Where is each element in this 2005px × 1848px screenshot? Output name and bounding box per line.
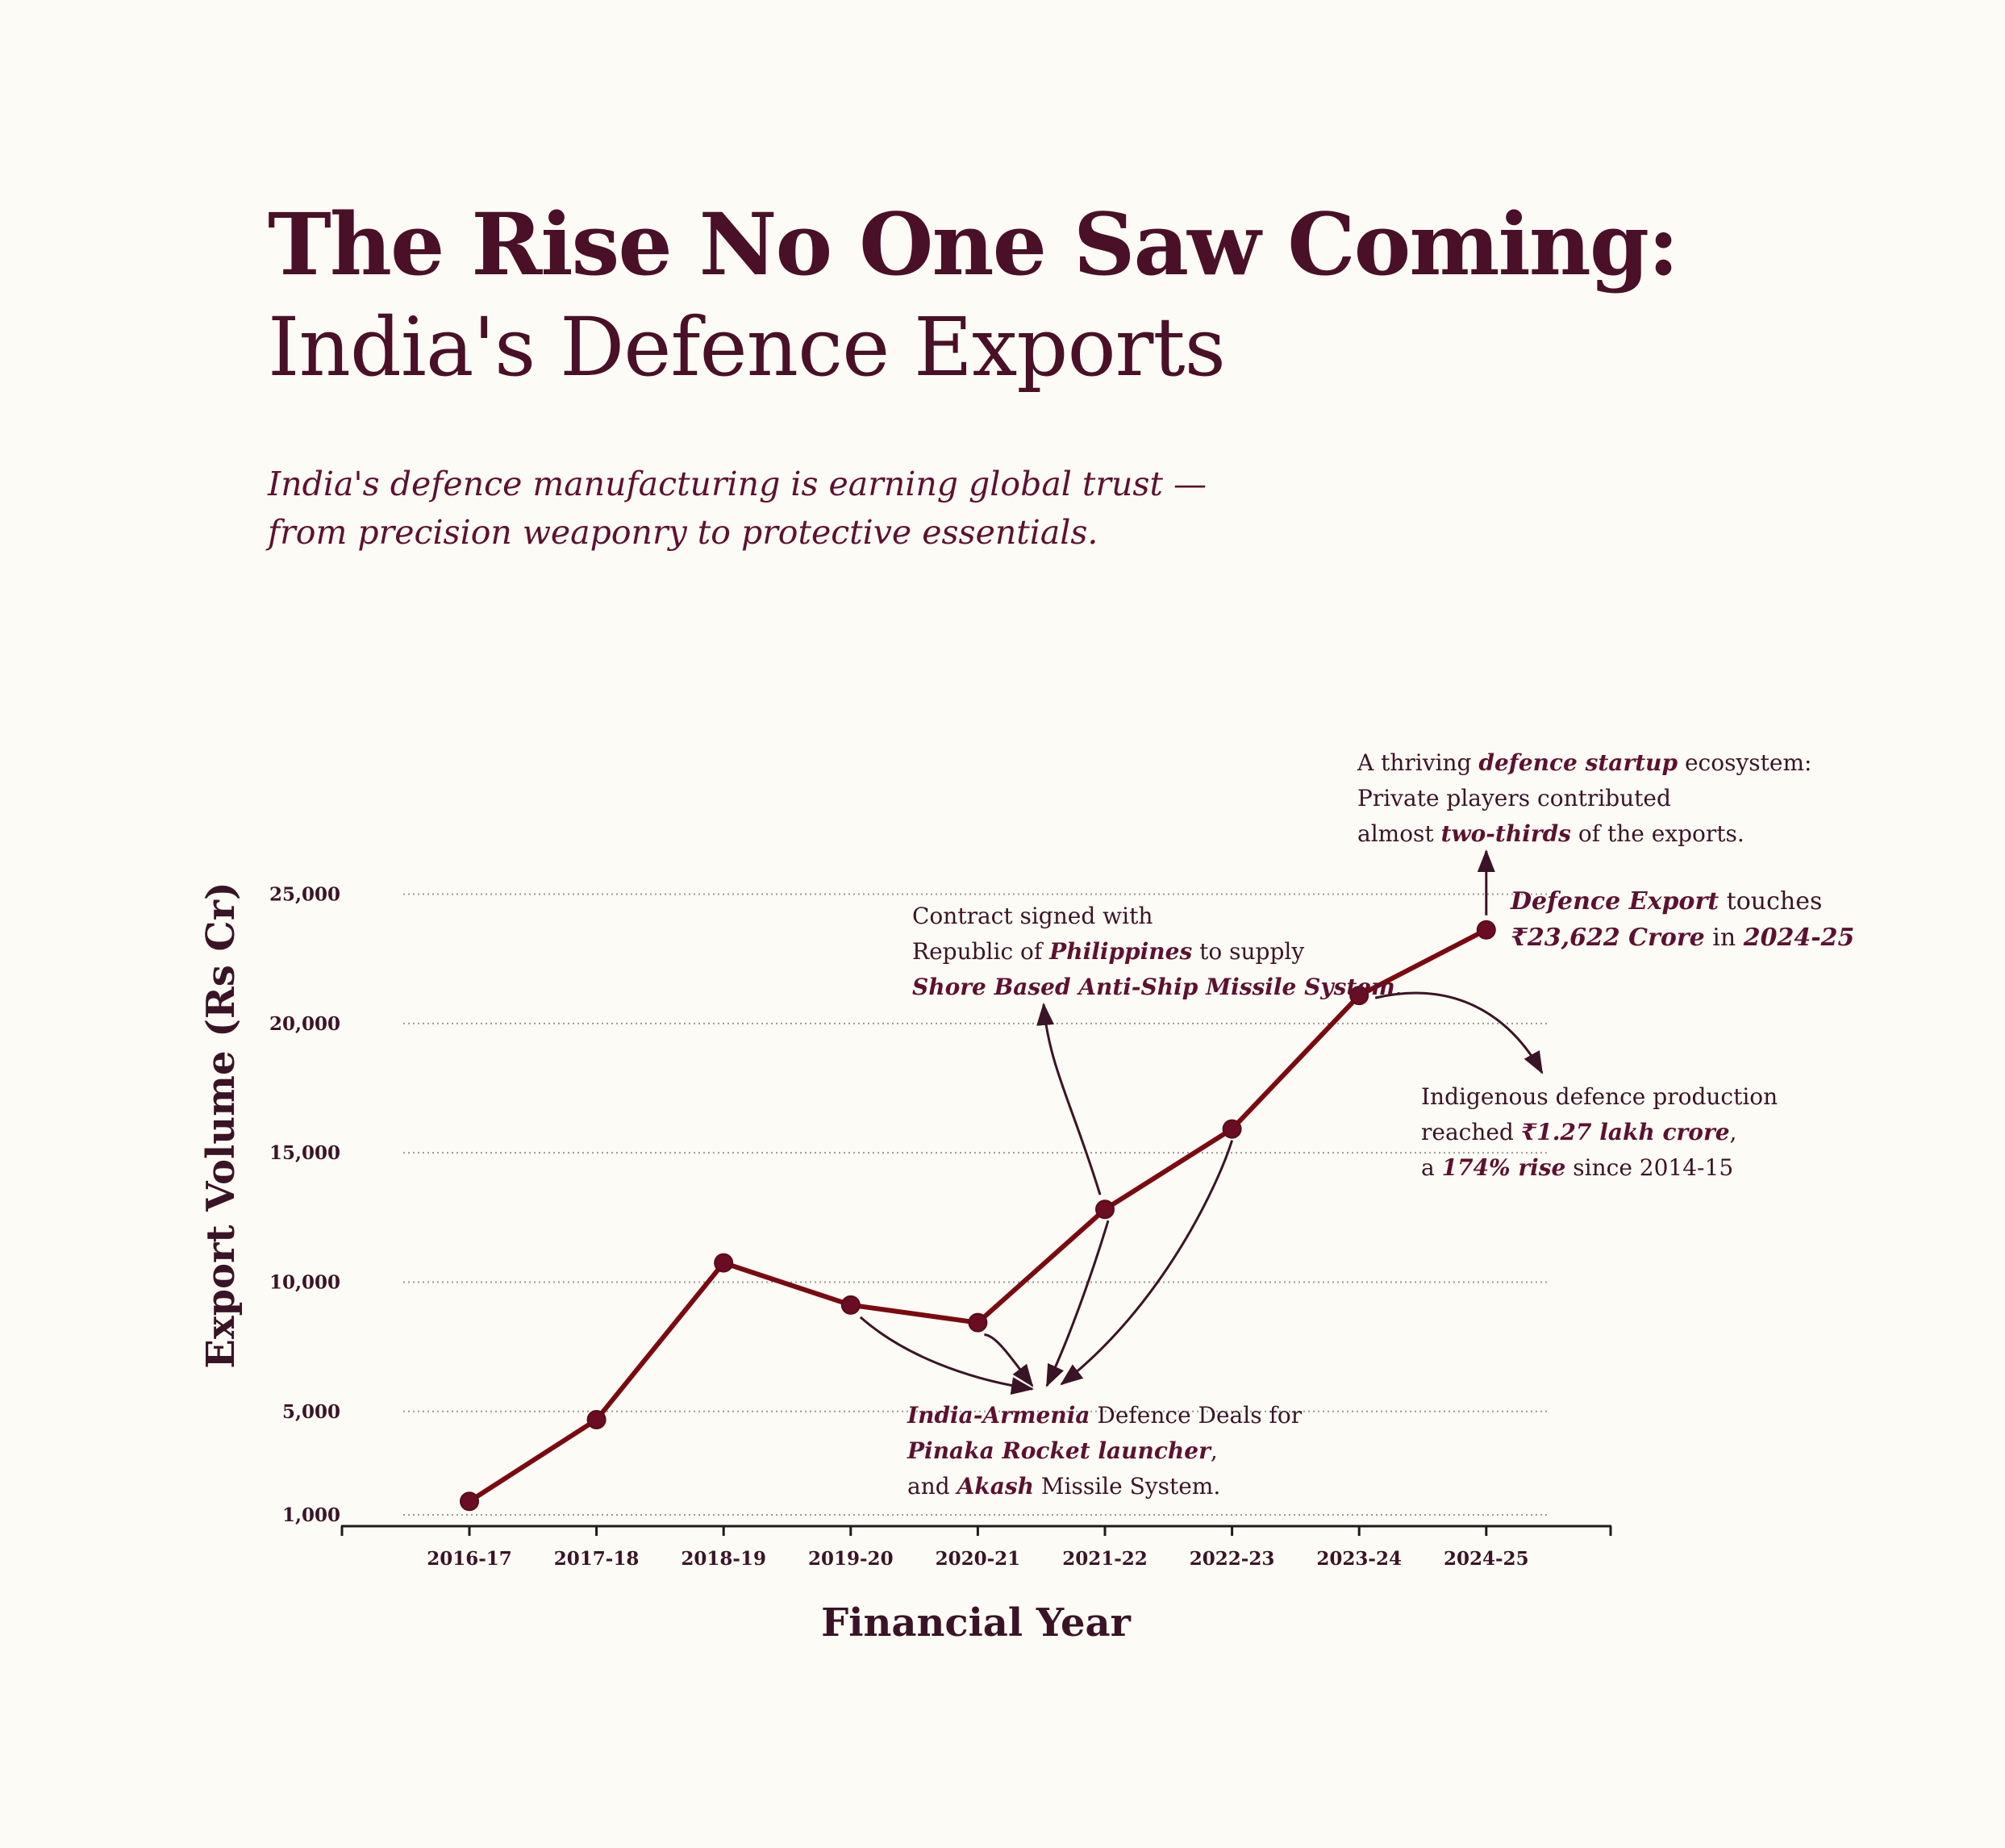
y-tick-label: 5,000 — [282, 1401, 340, 1423]
annotation-arrows — [859, 849, 1544, 1395]
data-point — [460, 1491, 479, 1512]
annotation-startup-line: A thriving defence startup ecosystem: — [1357, 749, 1811, 776]
x-tick-labels: 2016-17 2017-18 2018-19 2019-20 2020-21 2021-… — [427, 1526, 1529, 1570]
y-tick-labels: 1,000 5,000 10,000 15,000 20,000 25,000 — [269, 884, 340, 1526]
x-tick-label: 2021-22 — [1062, 1548, 1148, 1570]
data-points — [460, 920, 1496, 1512]
annotation-armenia-line: India-Armenia Defence Deals for — [907, 1402, 1303, 1429]
annotation-touches-line: Defence Export touches — [1510, 887, 1822, 916]
x-tick-label: 2017-18 — [554, 1548, 640, 1570]
subtitle: India's defence manufacturing is earning… — [268, 460, 1207, 557]
y-tick-label: 20,000 — [269, 1013, 340, 1035]
x-tick-label: 2019-20 — [808, 1548, 894, 1570]
page-title: The Rise No One Saw Coming: India's Defe… — [268, 194, 1679, 394]
subtitle-line-2: from precision weaponry to protective es… — [268, 513, 1098, 552]
annotation-armenia-line: Pinaka Rocket launcher, — [907, 1437, 1218, 1464]
annotation-touches-line: ₹23,622 Crore in 2024-25 — [1511, 924, 1854, 952]
title-line-1: The Rise No One Saw Coming: — [268, 194, 1679, 294]
y-tick-label: 25,000 — [269, 884, 340, 906]
arrow-armenia-2019-20 — [859, 1316, 1034, 1395]
title-line-2: India's Defence Exports — [268, 299, 1226, 394]
annotations: India-Armenia Defence Deals for Pinaka Ro… — [907, 749, 1854, 1500]
data-point — [1349, 986, 1369, 1006]
y-tick-label: 1,000 — [282, 1504, 340, 1526]
annotation-startup-line: almost two-thirds of the exports. — [1357, 820, 1744, 847]
annotation-philippines-line: Republic of Philippines to supply — [912, 938, 1304, 965]
data-point — [1095, 1199, 1115, 1220]
x-tick-label: 2020-21 — [936, 1548, 1021, 1570]
x-tick-label: 2023-24 — [1316, 1548, 1402, 1570]
data-point — [1222, 1119, 1242, 1139]
annotation-startup-line: Private players contributed — [1357, 785, 1671, 811]
annotation-philippines-line: Contract signed with — [912, 903, 1153, 929]
annotation-indigenous-line: a 174% rise since 2014-15 — [1421, 1154, 1733, 1181]
annotation-indigenous-line: Indigenous defence production — [1421, 1083, 1778, 1110]
data-point — [968, 1312, 988, 1333]
arrow-indigenous — [1374, 991, 1544, 1074]
annotation-armenia-line: and Akash Missile System. — [907, 1473, 1220, 1500]
grid-lines — [403, 893, 1547, 1516]
data-point — [840, 1295, 861, 1315]
annotation-philippines-line: Shore Based Anti-Ship Missile System. — [912, 974, 1403, 1000]
data-point — [714, 1253, 734, 1273]
arrow-armenia-2020-21 — [984, 1333, 1034, 1387]
arrow-armenia-2021-22 — [1045, 1220, 1110, 1387]
x-tick-label: 2016-17 — [427, 1548, 512, 1570]
data-point — [1476, 920, 1496, 940]
data-point — [586, 1409, 607, 1429]
x-tick-label: 2024-25 — [1444, 1548, 1529, 1570]
y-axis-title: Export Volume (Rs Cr) — [198, 882, 244, 1369]
x-tick-label: 2018-19 — [681, 1548, 766, 1570]
y-tick-label: 15,000 — [269, 1142, 340, 1164]
axes — [340, 1525, 1612, 1536]
arrow-philippines — [1036, 1003, 1102, 1195]
annotation-indigenous-line: reached ₹1.27 lakh crore, — [1421, 1119, 1736, 1145]
y-tick-label: 10,000 — [269, 1271, 340, 1293]
x-axis-title: Financial Year — [821, 1600, 1131, 1646]
x-tick-label: 2022-23 — [1190, 1548, 1275, 1570]
arrow-armenia-2022-23 — [1060, 1140, 1234, 1386]
subtitle-line-1: India's defence manufacturing is earning… — [268, 465, 1207, 503]
